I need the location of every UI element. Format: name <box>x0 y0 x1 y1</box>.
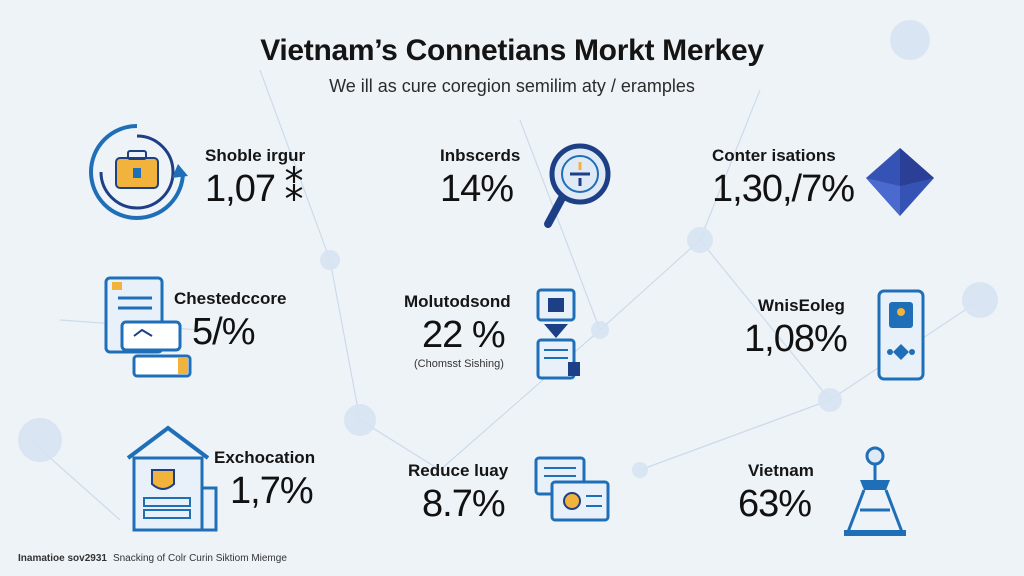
page-title: Vietnam’s Connetians Morkt Merkey <box>260 34 764 67</box>
toolbox-cycle-icon <box>89 124 188 220</box>
stat-value: 5/% <box>192 311 255 353</box>
stat-label: Inbscerds <box>440 146 521 165</box>
stat-card: WnisEoleg 1,08% <box>744 296 848 360</box>
stat-value: 63% <box>738 483 812 525</box>
stat-label: Conter isations <box>712 146 836 165</box>
footer-source: Inamatioe sov2931 Snacking of Colr Curin … <box>18 553 287 564</box>
stat-note: (Chomsst Sishing) <box>414 357 504 370</box>
diamond-icon <box>866 148 934 216</box>
page-subtitle: We ill as cure coregion semilim aty / er… <box>329 76 695 96</box>
stat-card: Exchocation 1,7% <box>214 448 315 512</box>
stat-card: Inbscerds 14% <box>440 146 520 210</box>
stat-value: 14% <box>440 168 514 210</box>
tower-icon <box>844 446 906 536</box>
stat-label: Molutodsond <box>404 292 511 311</box>
stat-label: WnisEoleg <box>758 296 845 315</box>
browser-windows-icon <box>534 456 610 522</box>
stat-label: Vietnam <box>748 461 814 480</box>
stat-card: Vietnam 63% <box>738 461 814 525</box>
phone-server-icon <box>536 288 580 380</box>
stat-label: Reduce luay <box>408 461 509 480</box>
stat-card: Chestedccore 5/% <box>174 289 286 353</box>
stat-value: 1,7% <box>230 470 314 512</box>
magnifier-icon <box>544 143 611 228</box>
document-card-icon <box>104 276 192 378</box>
stat-card: Reduce luay 8.7% <box>408 461 508 525</box>
footer-source-label: Inamatioe sov2931 <box>18 553 107 564</box>
stat-card: Molutodsond 22 % (Chomsst Sishing) <box>404 292 511 370</box>
stat-value: 22 % <box>422 314 506 356</box>
stat-value: 1,08% <box>744 318 848 360</box>
stat-label: Exchocation <box>214 448 316 467</box>
stat-card: Shoble irgur 1,07 ⁑ <box>205 146 305 210</box>
stat-label: Shoble irgur <box>205 146 306 165</box>
stat-card: Conter isations 1,30,/7% <box>712 146 855 210</box>
stat-value: 8.7% <box>422 483 506 525</box>
stat-value: 1,30,/7% <box>712 168 855 210</box>
footer-text: Snacking of Colr Curin Siktiom Miemge <box>112 553 287 564</box>
stat-label: Chestedccore <box>174 289 287 308</box>
bank-building-icon <box>126 425 218 532</box>
mobile-device-icon <box>877 289 925 381</box>
stat-value: 1,07 ⁑ <box>205 168 304 210</box>
